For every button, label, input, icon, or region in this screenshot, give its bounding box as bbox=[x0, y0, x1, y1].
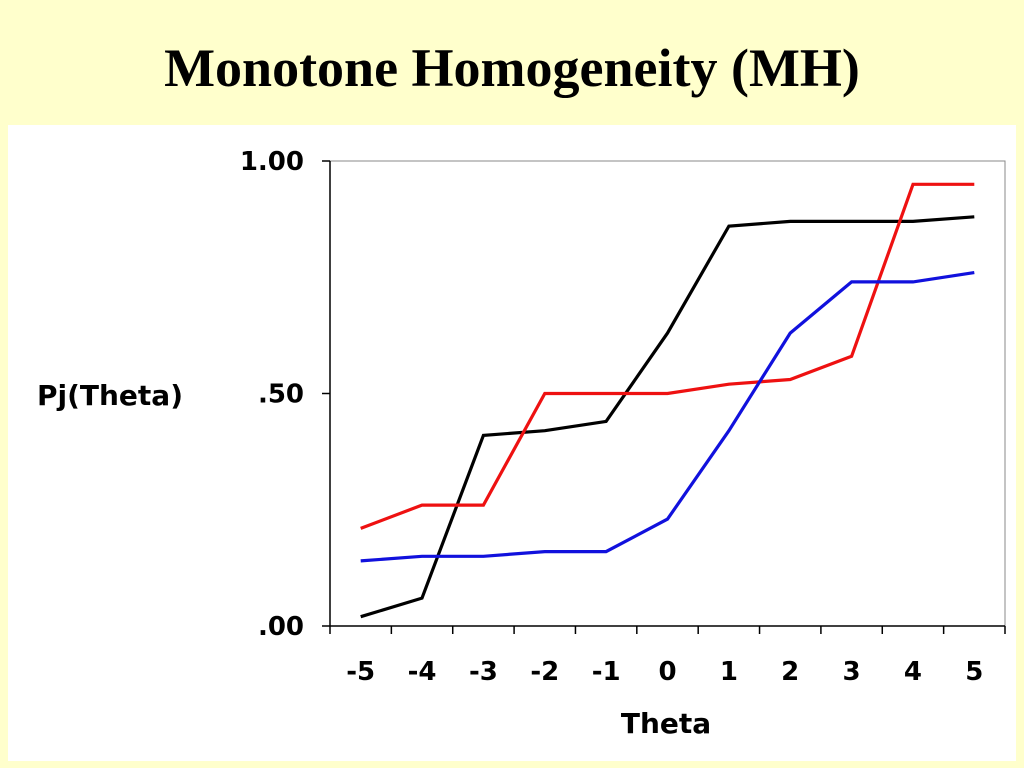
x-tick-label: 0 bbox=[658, 657, 676, 687]
line-chart: .00 .50 1.00 -5 -4 -3 -2 -1 0 1 2 3 4 5 Pj(Theta) Th… bbox=[37, 147, 1006, 740]
y-tick-label: 1.00 bbox=[240, 147, 304, 177]
x-tick-label: 1 bbox=[720, 657, 738, 687]
chart-panel: .00 .50 1.00 -5 -4 -3 -2 -1 0 1 2 3 4 5 Pj(Theta) Th… bbox=[8, 125, 1016, 761]
x-tick-label: -4 bbox=[408, 657, 437, 687]
series-layer bbox=[360, 182, 975, 619]
x-axis-title: Theta bbox=[621, 707, 711, 740]
series-line-2 bbox=[360, 182, 975, 530]
x-tick-label: 5 bbox=[965, 657, 983, 687]
x-tick-label: -3 bbox=[469, 657, 498, 687]
x-tick-label: -2 bbox=[530, 657, 559, 687]
x-tick-label: -5 bbox=[346, 657, 375, 687]
y-tick-label: .00 bbox=[258, 612, 304, 642]
slide-title: Monotone Homogeneity (MH) bbox=[164, 38, 860, 98]
x-tick-label: -1 bbox=[592, 657, 621, 687]
x-axis: -5 -4 -3 -2 -1 0 1 2 3 4 5 bbox=[329, 625, 1006, 687]
x-tick-label: 2 bbox=[781, 657, 799, 687]
y-axis-title: Pj(Theta) bbox=[37, 379, 183, 412]
series-line-3 bbox=[360, 271, 975, 563]
x-tick-label: 4 bbox=[904, 657, 922, 687]
series-line-1 bbox=[360, 215, 975, 619]
y-tick-label: .50 bbox=[258, 380, 304, 410]
y-axis: .00 .50 1.00 bbox=[240, 147, 331, 642]
x-tick-label: 3 bbox=[843, 657, 861, 687]
